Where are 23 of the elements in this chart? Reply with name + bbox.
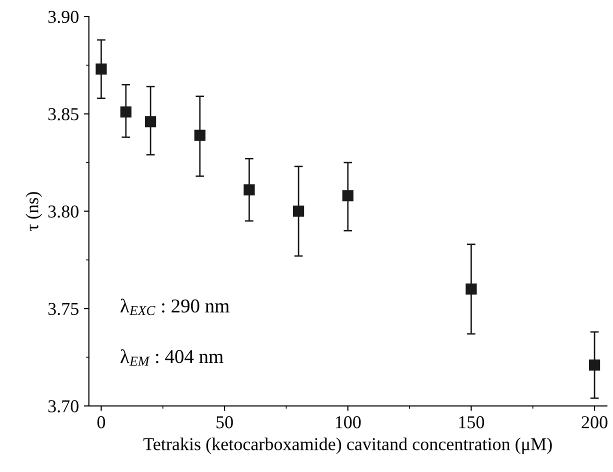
point [292,206,304,217]
annotation: λ$_{EXC}$ : 290 nm [120,298,230,316]
point [194,130,206,141]
point [466,284,477,295]
y-tick-label: 3.80 [48,205,78,218]
point [588,359,600,371]
point [120,106,132,118]
x-tick-label: 50 [216,416,233,428]
point [244,184,255,196]
point [342,190,354,202]
y-tick-label: 3.85 [48,108,78,120]
y-tick-label: 3.90 [48,10,78,24]
x-tick-label: 0 [97,416,106,428]
x-axis-title: Tetrakis (ketocarboxamide) cavitand concentration (μM) [143,438,552,454]
y-axis-title: τ (ns) [26,192,42,231]
x-tick-label: 100 [336,416,361,428]
annotation: λ$_{EM}$ : 404 nm [120,349,224,366]
point [96,64,107,75]
x-tick-label: 200 [582,416,608,428]
y-tick-label: 3.70 [48,400,78,412]
point [144,116,156,128]
y-tick-label: 3.75 [48,302,78,316]
x-tick-label: 150 [459,416,484,428]
